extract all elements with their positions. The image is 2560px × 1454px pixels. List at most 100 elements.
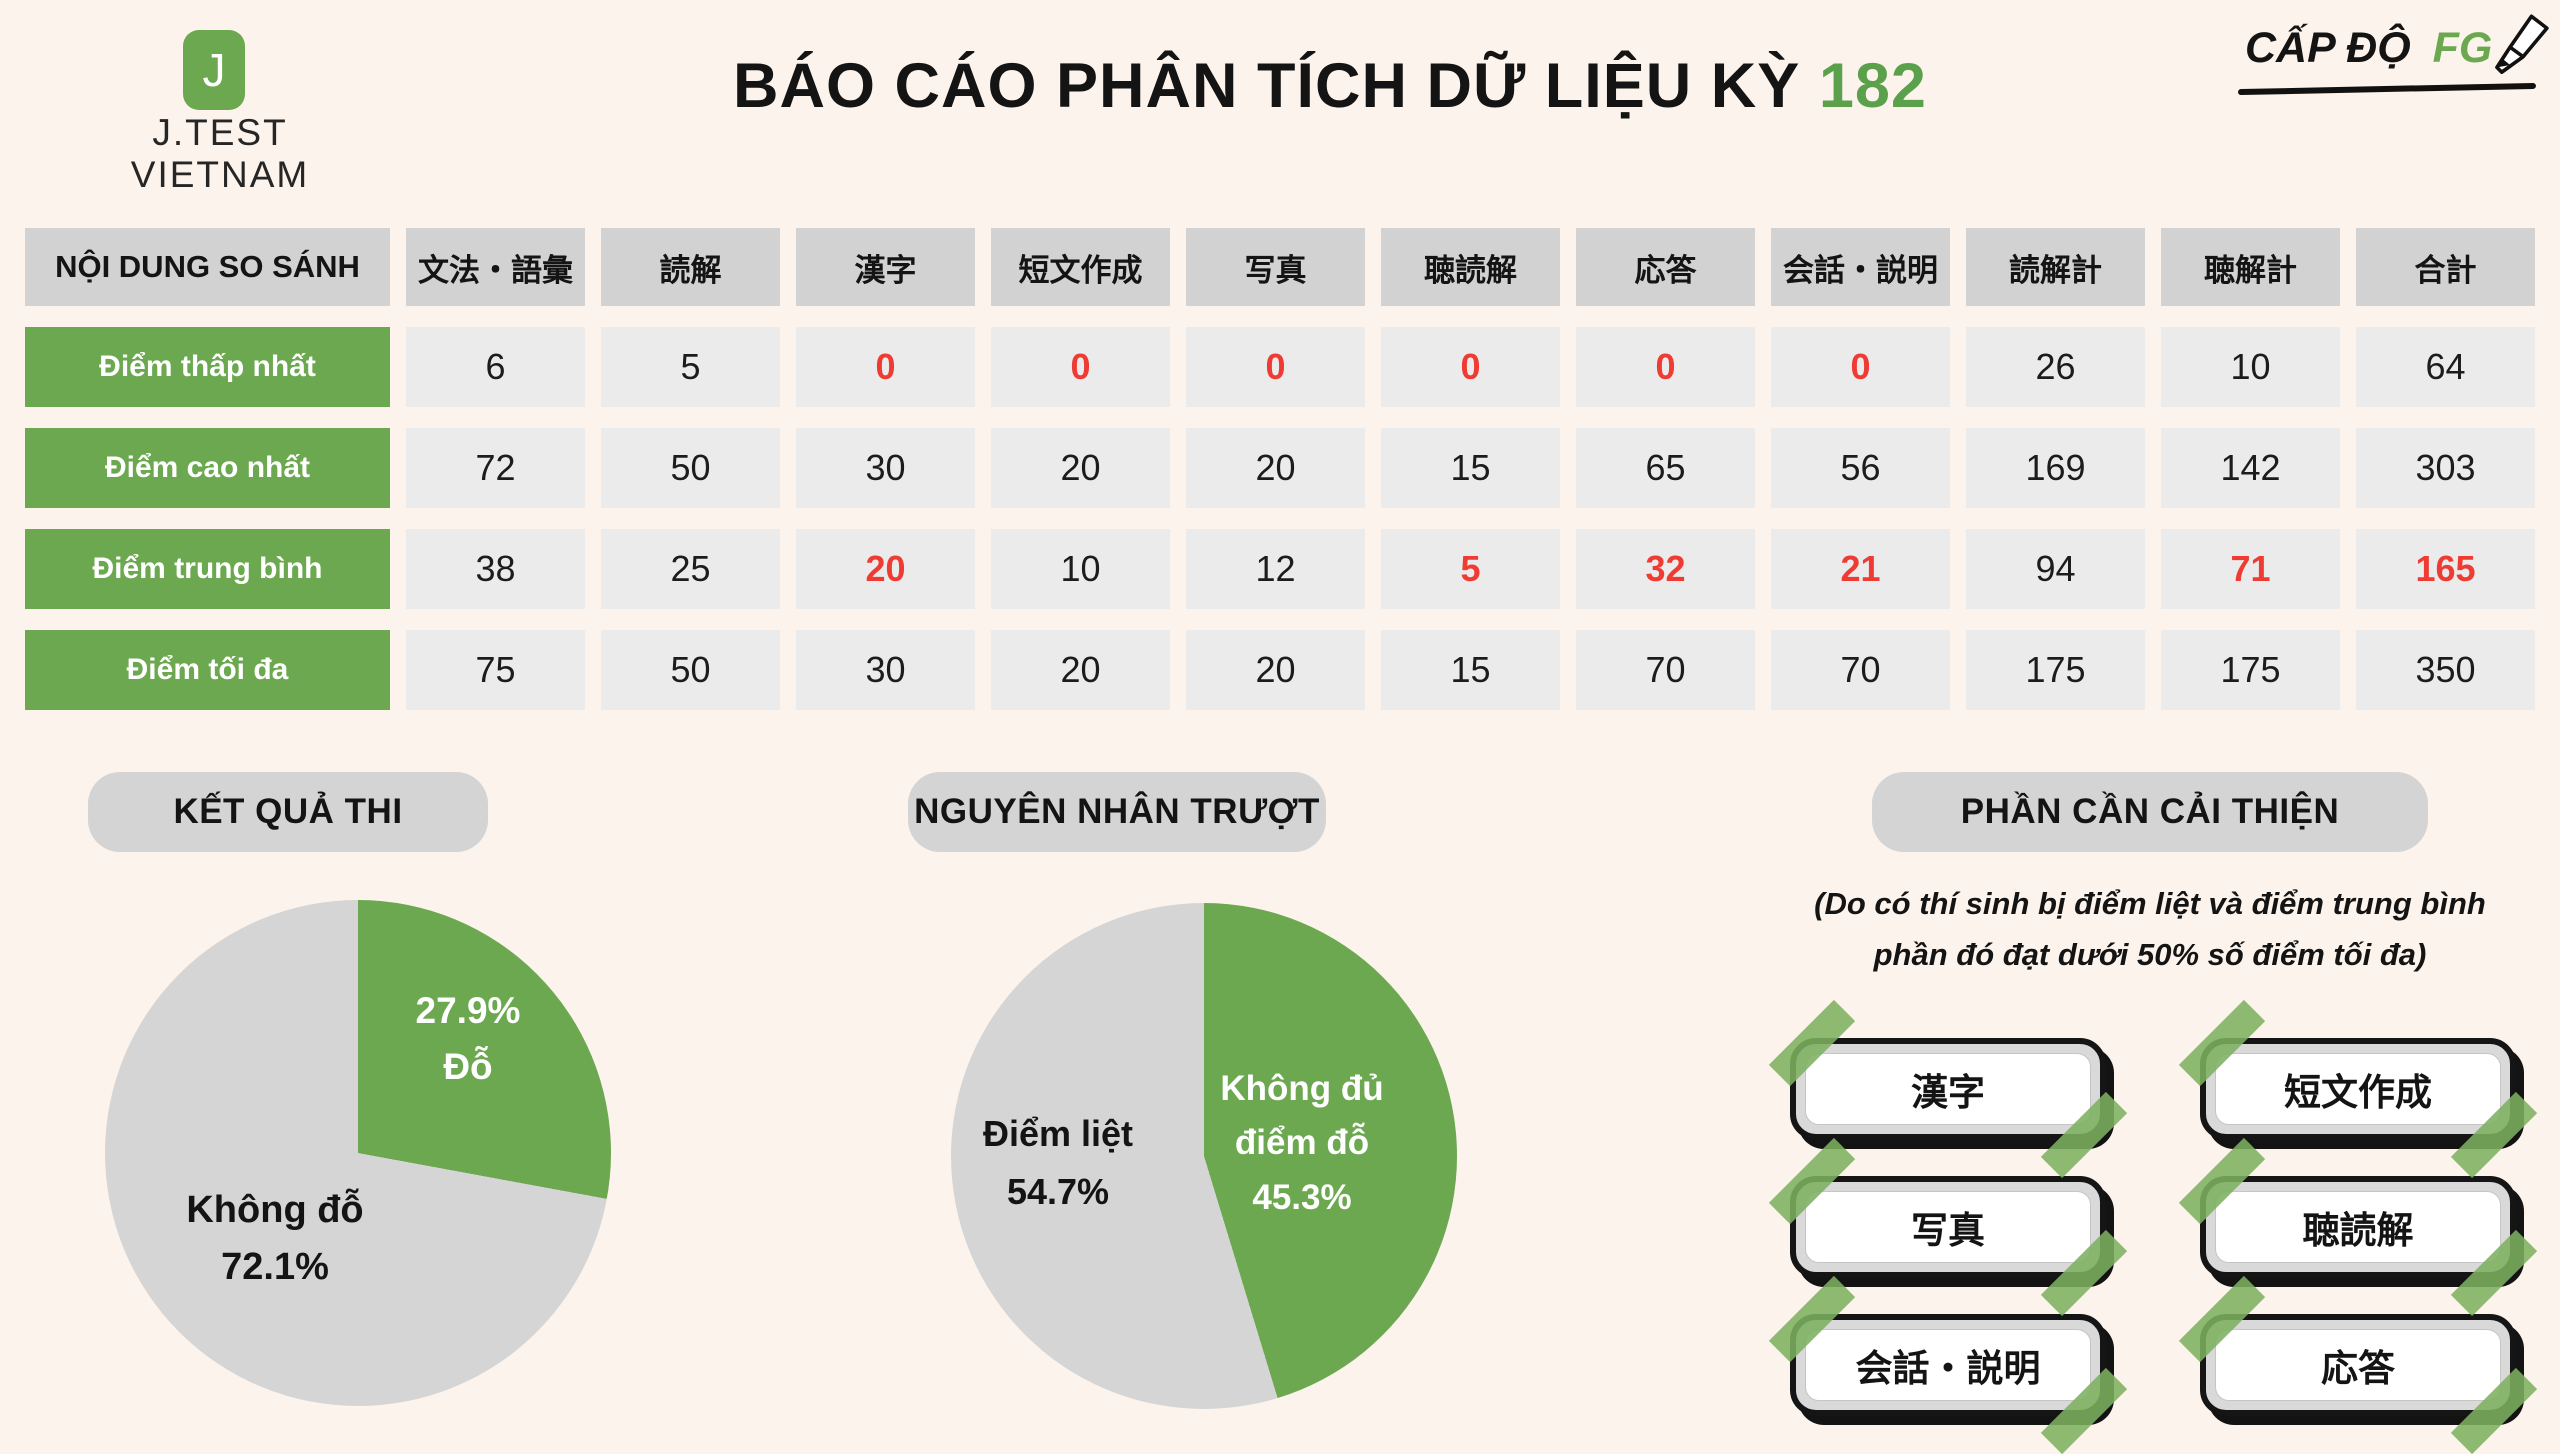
table-cell: 30 bbox=[796, 630, 975, 710]
table-cell: 165 bbox=[2356, 529, 2535, 609]
badge-listening-reading: 聴読解 bbox=[2178, 1137, 2538, 1317]
pie-label-fail: Không đỗ 72.1% bbox=[110, 1182, 440, 1296]
fail-label: Không đỗ bbox=[186, 1189, 364, 1231]
badge-label: 漢字 bbox=[1805, 1053, 2091, 1125]
table-cell: 20 bbox=[991, 630, 1170, 710]
table-cell: 15 bbox=[1381, 428, 1560, 508]
badge-short-writing: 短文作成 bbox=[2178, 999, 2538, 1179]
table-cell: 10 bbox=[991, 529, 1170, 609]
table-cell: 20 bbox=[1186, 630, 1365, 710]
table-cell: 5 bbox=[1381, 529, 1560, 609]
table-cell: 56 bbox=[1771, 428, 1950, 508]
table-cell: 169 bbox=[1966, 428, 2145, 508]
table-cell: 50 bbox=[601, 630, 780, 710]
table-cell: 20 bbox=[1186, 428, 1365, 508]
column-header: 合計 bbox=[2356, 228, 2535, 306]
table-cell: 50 bbox=[601, 428, 780, 508]
column-header: 聴読解 bbox=[1381, 228, 1560, 306]
pass-pct: 27.9% bbox=[415, 990, 521, 1031]
badge-response: 応答 bbox=[2178, 1275, 2538, 1454]
table-cell: 175 bbox=[2161, 630, 2340, 710]
table-cell: 20 bbox=[991, 428, 1170, 508]
badge-photo: 写真 bbox=[1768, 1137, 2128, 1317]
column-header: 漢字 bbox=[796, 228, 975, 306]
badge-label: 写真 bbox=[1805, 1191, 2091, 1263]
comparison-table: NỘI DUNG SO SÁNH 文法・語彙 読解 漢字 短文作成 写真 聴読解… bbox=[25, 228, 2535, 710]
badge-conversation: 会話・説明 bbox=[1768, 1275, 2128, 1454]
table-cell: 71 bbox=[2161, 529, 2340, 609]
row-label-average: Điểm trung bình bbox=[25, 529, 390, 609]
table-cell: 6 bbox=[406, 327, 585, 407]
column-header: 写真 bbox=[1186, 228, 1365, 306]
not-enough-pct: 45.3% bbox=[1252, 1177, 1352, 1217]
table-cell: 142 bbox=[2161, 428, 2340, 508]
not-enough-line1: Không đủ bbox=[1220, 1069, 1384, 1108]
column-header: 会話・説明 bbox=[1771, 228, 1950, 306]
table-cell: 0 bbox=[1576, 327, 1755, 407]
pie-label-pass: 27.9% Đỗ bbox=[368, 983, 568, 1094]
table-cell: 30 bbox=[796, 428, 975, 508]
table-cell: 94 bbox=[1966, 529, 2145, 609]
table-cell: 64 bbox=[2356, 327, 2535, 407]
badge-label: 応答 bbox=[2215, 1329, 2501, 1401]
fail-pct: 72.1% bbox=[221, 1246, 329, 1288]
column-header: 応答 bbox=[1576, 228, 1755, 306]
improvement-note: (Do có thí sinh bị điểm liệt và điểm tru… bbox=[1730, 878, 2560, 980]
level-value: FG bbox=[2432, 24, 2493, 72]
column-header: 読解計 bbox=[1966, 228, 2145, 306]
table-corner-header: NỘI DUNG SO SÁNH bbox=[25, 228, 390, 306]
not-enough-line2: điểm đỗ bbox=[1234, 1123, 1370, 1163]
table-cell: 12 bbox=[1186, 529, 1365, 609]
pass-label: Đỗ bbox=[443, 1045, 493, 1087]
table-cell: 25 bbox=[601, 529, 780, 609]
pie-chart-results bbox=[105, 900, 611, 1406]
pie-label-fatal-score: Điểm liệt 54.7% bbox=[923, 1105, 1193, 1220]
table-cell: 15 bbox=[1381, 630, 1560, 710]
section-title-fail-reason: NGUYÊN NHÂN TRƯỢT bbox=[880, 769, 1354, 852]
badge-label: 会話・説明 bbox=[1805, 1329, 2091, 1401]
pie-label-not-enough: Không đủ điểm đỗ 45.3% bbox=[1182, 1062, 1422, 1225]
table-cell: 70 bbox=[1771, 630, 1950, 710]
table-cell: 72 bbox=[406, 428, 585, 508]
pencil-icon bbox=[2495, 14, 2549, 74]
improvement-badges: 漢字 短文作成 写真 聴読解 会話・説明 応答 bbox=[1768, 999, 2538, 1454]
fatal-score-label: Điểm liệt bbox=[982, 1113, 1134, 1154]
table-cell: 75 bbox=[406, 630, 585, 710]
section-title-improvement: PHẦN CẦN CẢI THIỆN bbox=[1844, 769, 2456, 852]
jtest-logo: J bbox=[183, 30, 245, 110]
column-header: 文法・語彙 bbox=[406, 228, 585, 306]
table-cell: 70 bbox=[1576, 630, 1755, 710]
column-header: 読解 bbox=[601, 228, 780, 306]
brand-name: J.TEST VIETNAM bbox=[130, 112, 310, 195]
table-cell: 26 bbox=[1966, 327, 2145, 407]
table-cell: 65 bbox=[1576, 428, 1755, 508]
table-cell: 0 bbox=[796, 327, 975, 407]
table-cell: 175 bbox=[1966, 630, 2145, 710]
column-header: 短文作成 bbox=[991, 228, 1170, 306]
page-title-text: BÁO CÁO PHÂN TÍCH DỮ LIỆU KỲ bbox=[733, 51, 1801, 121]
table-cell: 0 bbox=[1771, 327, 1950, 407]
page-title: BÁO CÁO PHÂN TÍCH DỮ LIỆU KỲ 182 bbox=[430, 50, 2230, 122]
table-cell: 0 bbox=[991, 327, 1170, 407]
table-cell: 5 bbox=[601, 327, 780, 407]
improvement-note-line1: (Do có thí sinh bị điểm liệt và điểm tru… bbox=[1814, 886, 2486, 921]
period-number: 182 bbox=[1818, 51, 1927, 121]
table-cell: 0 bbox=[1186, 327, 1365, 407]
section-title-results: KẾT QUẢ THI bbox=[60, 769, 516, 852]
table-cell: 21 bbox=[1771, 529, 1950, 609]
table-cell: 32 bbox=[1576, 529, 1755, 609]
row-label-max-achieved: Điểm cao nhất bbox=[25, 428, 390, 508]
badge-label: 短文作成 bbox=[2215, 1053, 2501, 1125]
logo-letter: J bbox=[202, 44, 226, 96]
fatal-score-pct: 54.7% bbox=[1006, 1170, 1110, 1212]
row-label-min: Điểm thấp nhất bbox=[25, 327, 390, 407]
badge-label: 聴読解 bbox=[2215, 1191, 2501, 1263]
row-label-maximum: Điểm tối đa bbox=[25, 630, 390, 710]
table-cell: 10 bbox=[2161, 327, 2340, 407]
badge-kanji: 漢字 bbox=[1768, 999, 2128, 1179]
table-cell: 350 bbox=[2356, 630, 2535, 710]
table-cell: 38 bbox=[406, 529, 585, 609]
column-header: 聴解計 bbox=[2161, 228, 2340, 306]
table-cell: 0 bbox=[1381, 327, 1560, 407]
table-cell: 303 bbox=[2356, 428, 2535, 508]
